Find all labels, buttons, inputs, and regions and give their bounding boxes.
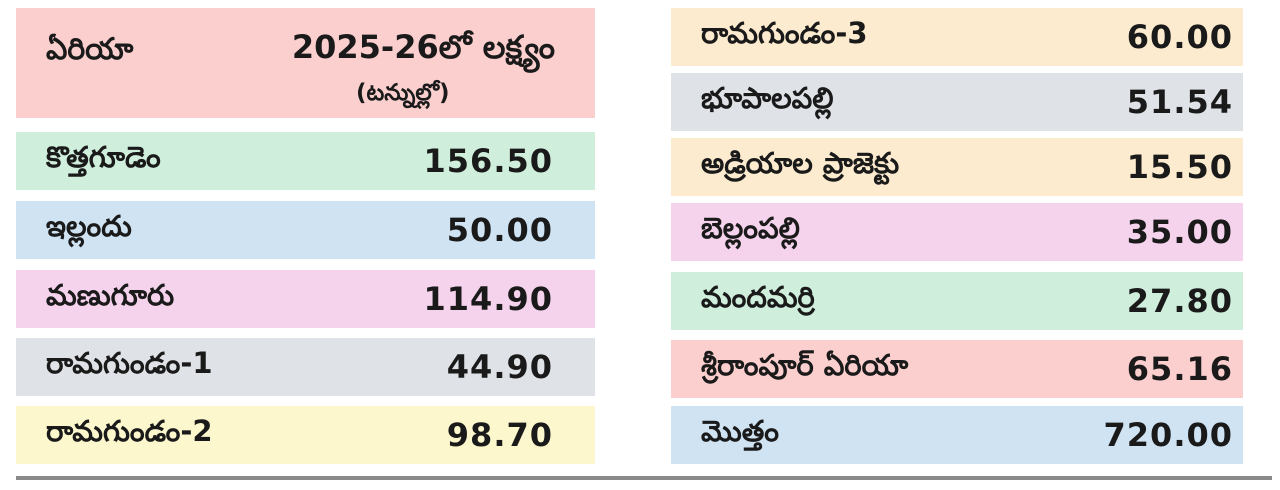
total-label: మొత్తం — [701, 414, 779, 448]
total-value: 720.00 — [1103, 416, 1233, 454]
area-name: మందమర్రి — [701, 280, 815, 314]
header-unit-label: (టన్నుల్లో) — [356, 80, 450, 106]
target-value: 98.70 — [446, 416, 553, 454]
area-name: ఇల్లందు — [46, 209, 132, 243]
table-row: ఇల్లందు 50.00 — [16, 201, 595, 259]
table-row: మందమర్రి 27.80 — [671, 272, 1243, 330]
area-name: శ్రీరాంపూర్ ఏరియా — [701, 348, 909, 382]
area-name: మణుగూరు — [46, 278, 175, 312]
target-value: 114.90 — [423, 280, 553, 318]
area-name: బెల్లంపల్లి — [701, 211, 800, 245]
bottom-divider — [16, 476, 1272, 480]
table-row: కొత్తగూడెం 156.50 — [16, 132, 595, 190]
table-row: బెల్లంపల్లి 35.00 — [671, 203, 1243, 261]
table-row: అడ్రియాల ప్రాజెక్టు 15.50 — [671, 138, 1243, 196]
total-row: మొత్తం 720.00 — [671, 406, 1243, 464]
table-row: భూపాలపల్లి 51.54 — [671, 73, 1243, 131]
area-name: భూపాలపల్లి — [701, 81, 834, 115]
area-name: అడ్రియాల ప్రాజెక్టు — [701, 146, 900, 180]
table-row: శ్రీరాంపూర్ ఏరియా 65.16 — [671, 340, 1243, 398]
target-value: 15.50 — [1126, 148, 1233, 186]
target-value: 44.90 — [446, 348, 553, 386]
target-value: 35.00 — [1126, 213, 1233, 251]
table-header: ఏరియా 2025-26లో లక్ష్యం (టన్నుల్లో) — [16, 8, 595, 118]
target-value: 27.80 — [1126, 282, 1233, 320]
header-area-label: ఏరియా — [46, 32, 134, 67]
table-row: రామగుండం-1 44.90 — [16, 338, 595, 396]
target-value: 60.00 — [1126, 18, 1233, 56]
area-name: రామగుండం-2 — [46, 414, 213, 448]
target-value: 156.50 — [423, 142, 553, 180]
table-row: మణుగూరు 114.90 — [16, 270, 595, 328]
target-value: 50.00 — [446, 211, 553, 249]
target-value: 65.16 — [1126, 350, 1233, 388]
header-target-label: 2025-26లో లక్ష్యం — [291, 28, 555, 66]
table-row: రామగుండం-3 60.00 — [671, 8, 1243, 66]
table-row: రామగుండం-2 98.70 — [16, 406, 595, 464]
area-name: రామగుండం-1 — [46, 346, 213, 380]
area-name: రామగుండం-3 — [701, 16, 868, 50]
area-name: కొత్తగూడెం — [46, 140, 161, 174]
target-value: 51.54 — [1126, 83, 1233, 121]
